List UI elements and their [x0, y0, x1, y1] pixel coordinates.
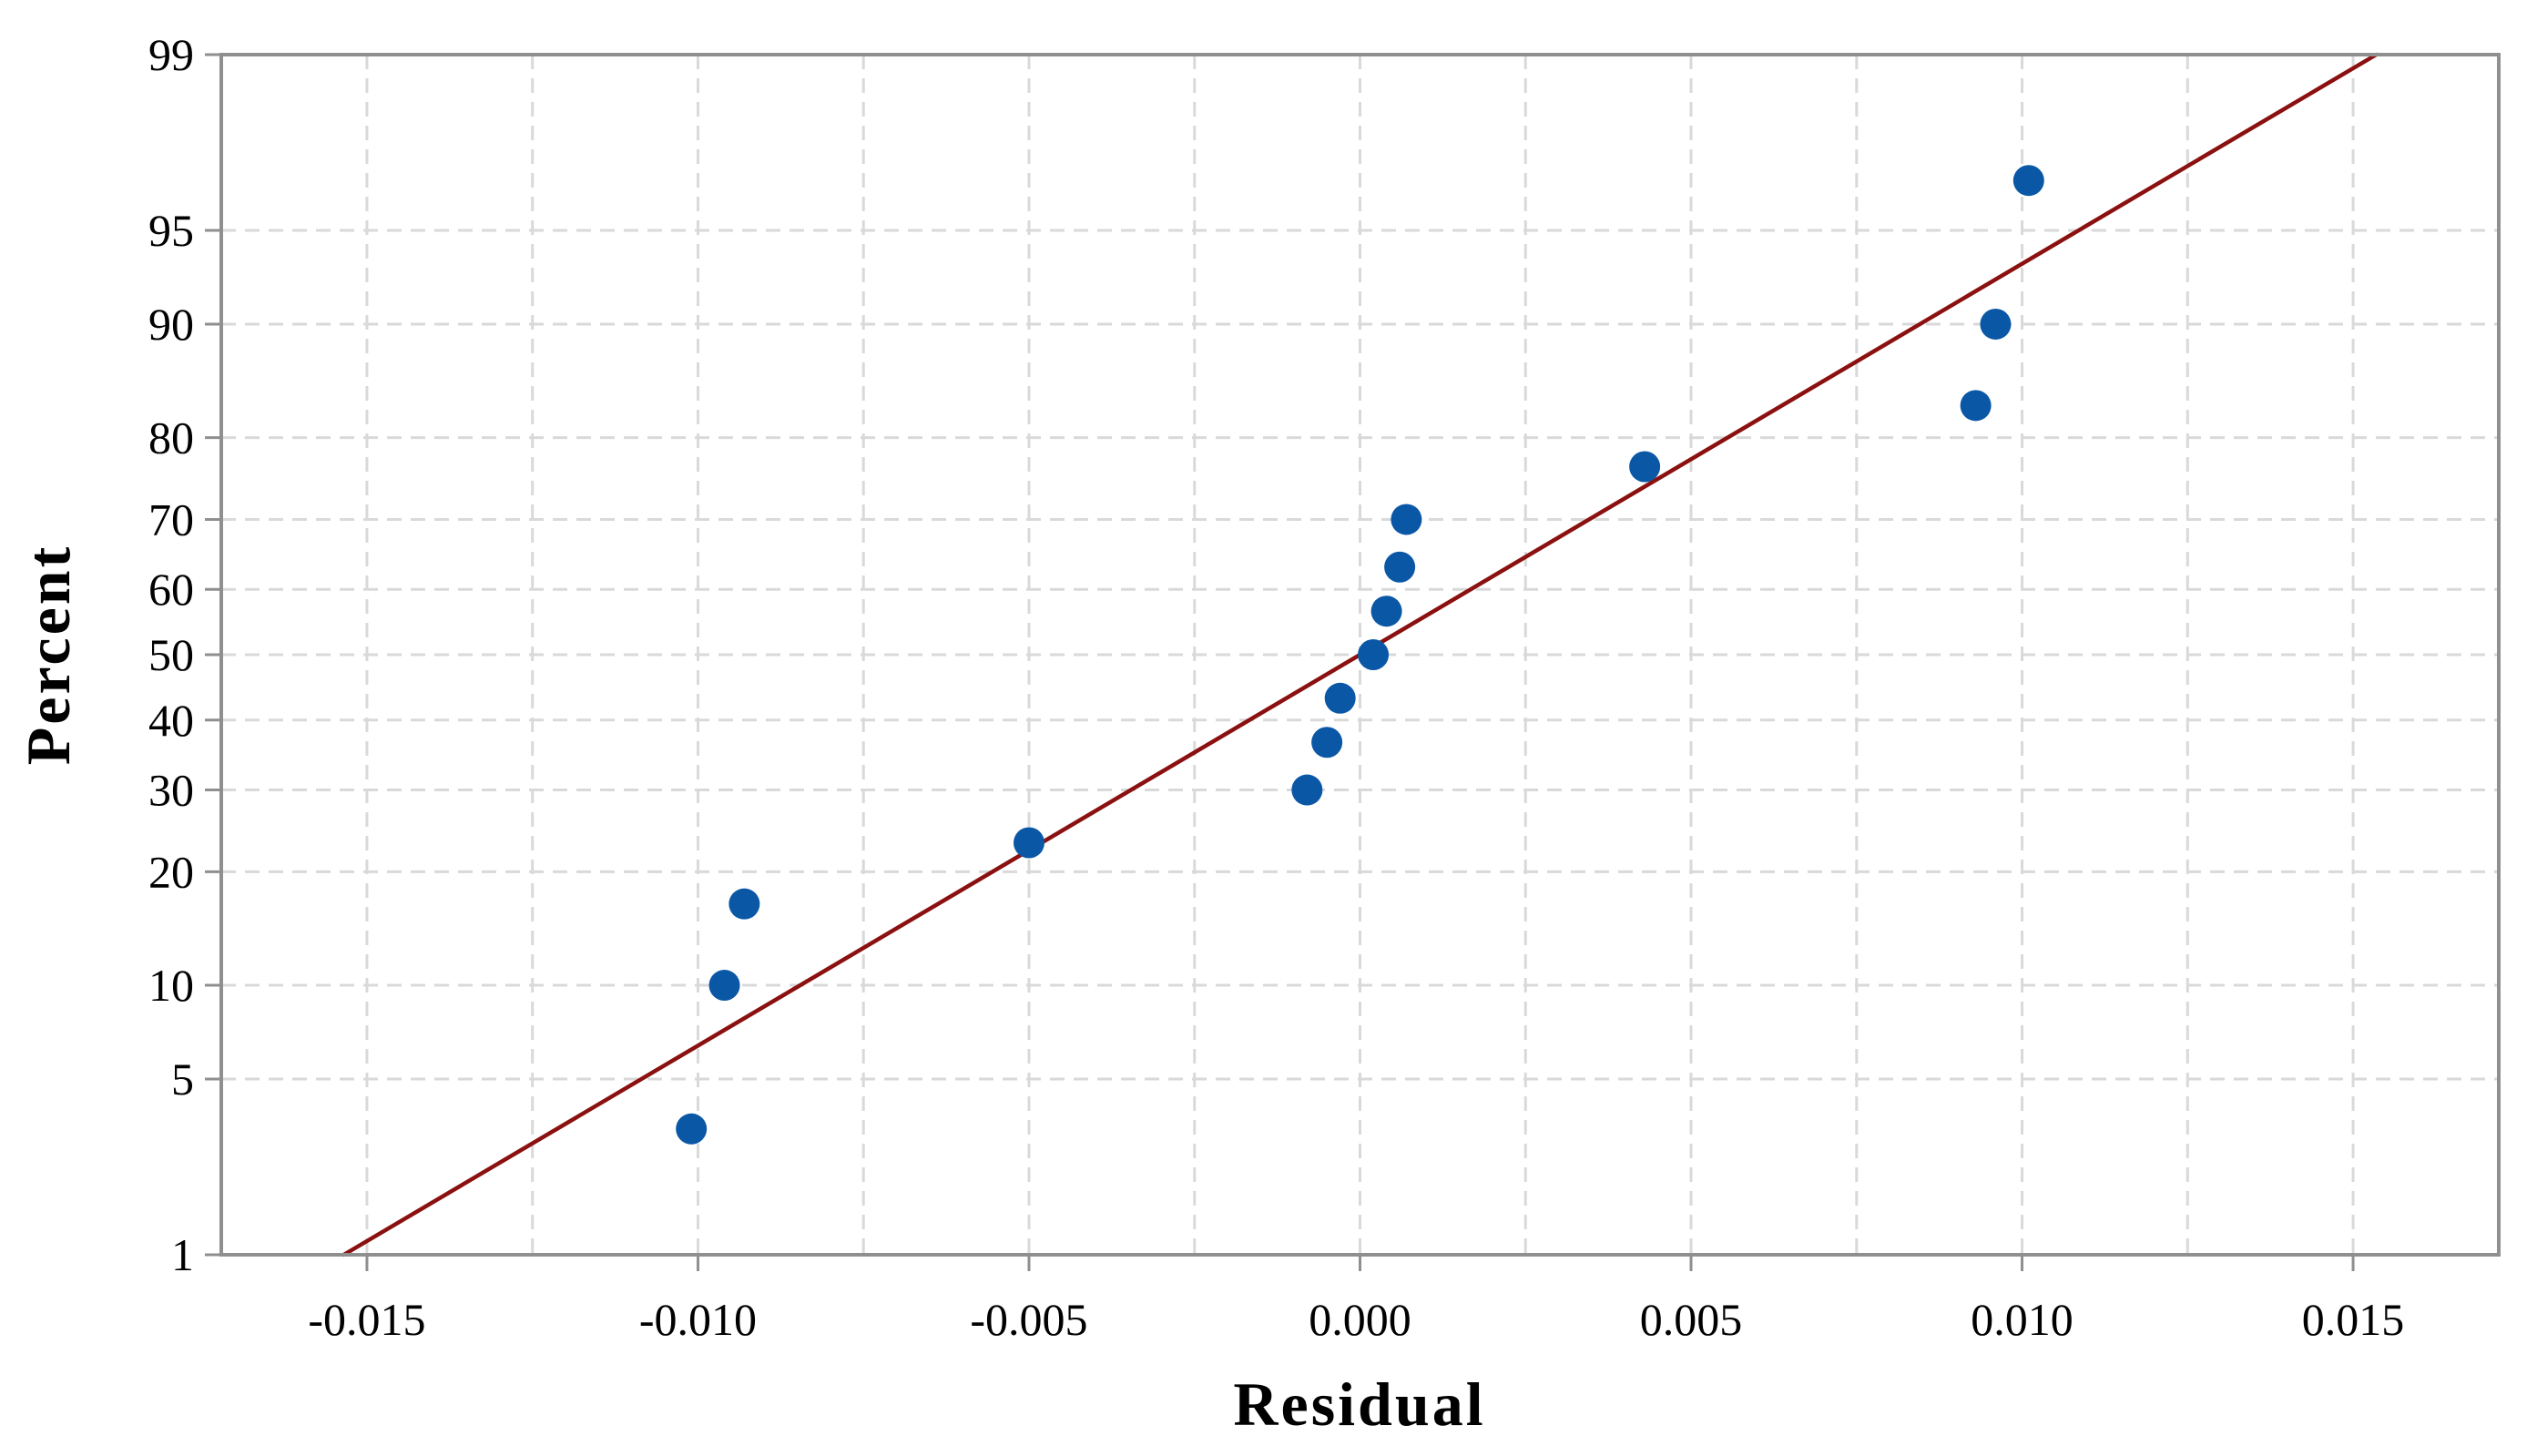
- y-axis-tick-labels: 1 5 10 20 30 40 50 60 70 80 90 95 99: [148, 29, 194, 1280]
- x-axis-tick-labels: -0.015 -0.010 -0.005 0.000 0.005 0.010 0.015: [308, 1294, 2404, 1345]
- y-tick-label: 5: [171, 1054, 194, 1105]
- y-tick-label: 90: [148, 299, 194, 350]
- data-point: [728, 888, 760, 920]
- y-tick-label: 20: [148, 846, 194, 897]
- y-tick-label: 99: [148, 29, 194, 80]
- gridlines: [221, 55, 2499, 1255]
- data-point: [1013, 827, 1044, 859]
- data-points: [676, 165, 2044, 1145]
- y-tick-label: 10: [148, 960, 194, 1011]
- data-point: [1370, 596, 1402, 627]
- x-tick-label: 0.015: [2302, 1294, 2405, 1345]
- data-point: [1384, 551, 1416, 583]
- x-tick-label: -0.010: [639, 1294, 757, 1345]
- y-tick-label: 40: [148, 695, 194, 746]
- data-point: [1291, 774, 1323, 806]
- x-tick-label: 0.010: [1971, 1294, 2073, 1345]
- y-tick-label: 1: [171, 1229, 194, 1280]
- x-tick-label: -0.005: [970, 1294, 1087, 1345]
- y-tick-label: 30: [148, 765, 194, 816]
- y-tick-label: 95: [148, 205, 194, 256]
- data-point: [1391, 504, 1422, 535]
- y-axis-label: Percent: [14, 545, 83, 766]
- x-tick-label: 0.005: [1640, 1294, 1743, 1345]
- y-tick-label: 70: [148, 494, 194, 545]
- data-point: [1311, 727, 1343, 759]
- data-point: [1358, 639, 1390, 670]
- x-tick-label: 0.000: [1309, 1294, 1411, 1345]
- data-point: [708, 970, 740, 1002]
- x-axis-label: Residual: [1233, 1369, 1485, 1439]
- data-point: [676, 1113, 708, 1145]
- axis-ticks: [205, 53, 2355, 1271]
- data-point: [2012, 165, 2044, 197]
- x-tick-label: -0.015: [308, 1294, 425, 1345]
- data-point: [1960, 390, 1992, 422]
- data-point: [1629, 451, 1661, 483]
- y-tick-label: 50: [148, 629, 194, 680]
- data-point: [1324, 682, 1356, 714]
- y-tick-label: 60: [148, 564, 194, 615]
- data-point: [1980, 308, 2012, 340]
- y-tick-label: 80: [148, 412, 194, 463]
